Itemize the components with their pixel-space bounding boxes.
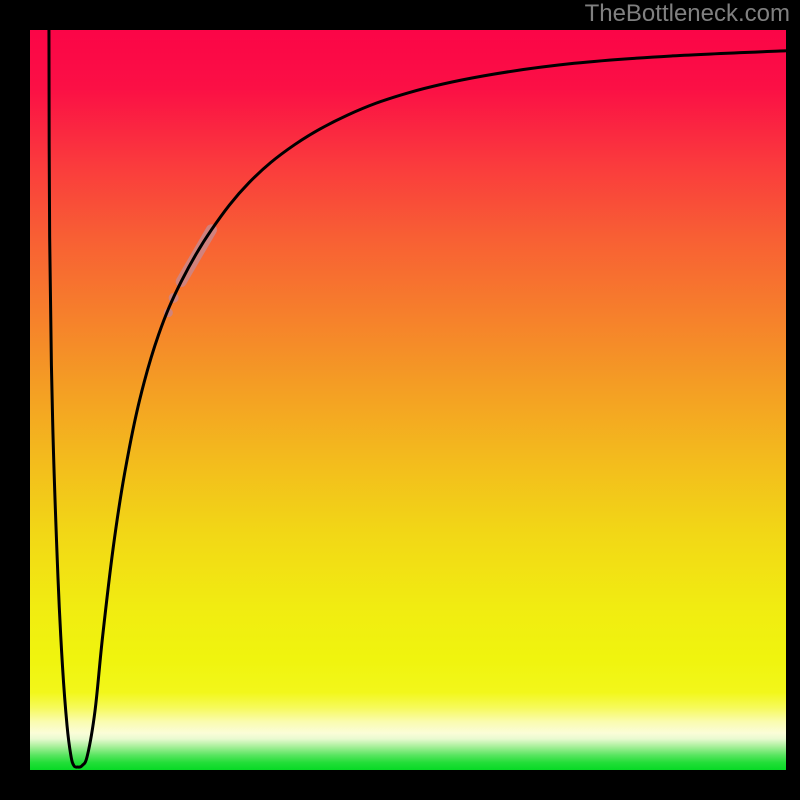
chart-frame: TheBottleneck.com [0, 0, 800, 800]
watermark-text: TheBottleneck.com [585, 0, 790, 28]
plot-background-gradient [30, 30, 786, 770]
bottleneck-chart-svg [0, 0, 800, 800]
